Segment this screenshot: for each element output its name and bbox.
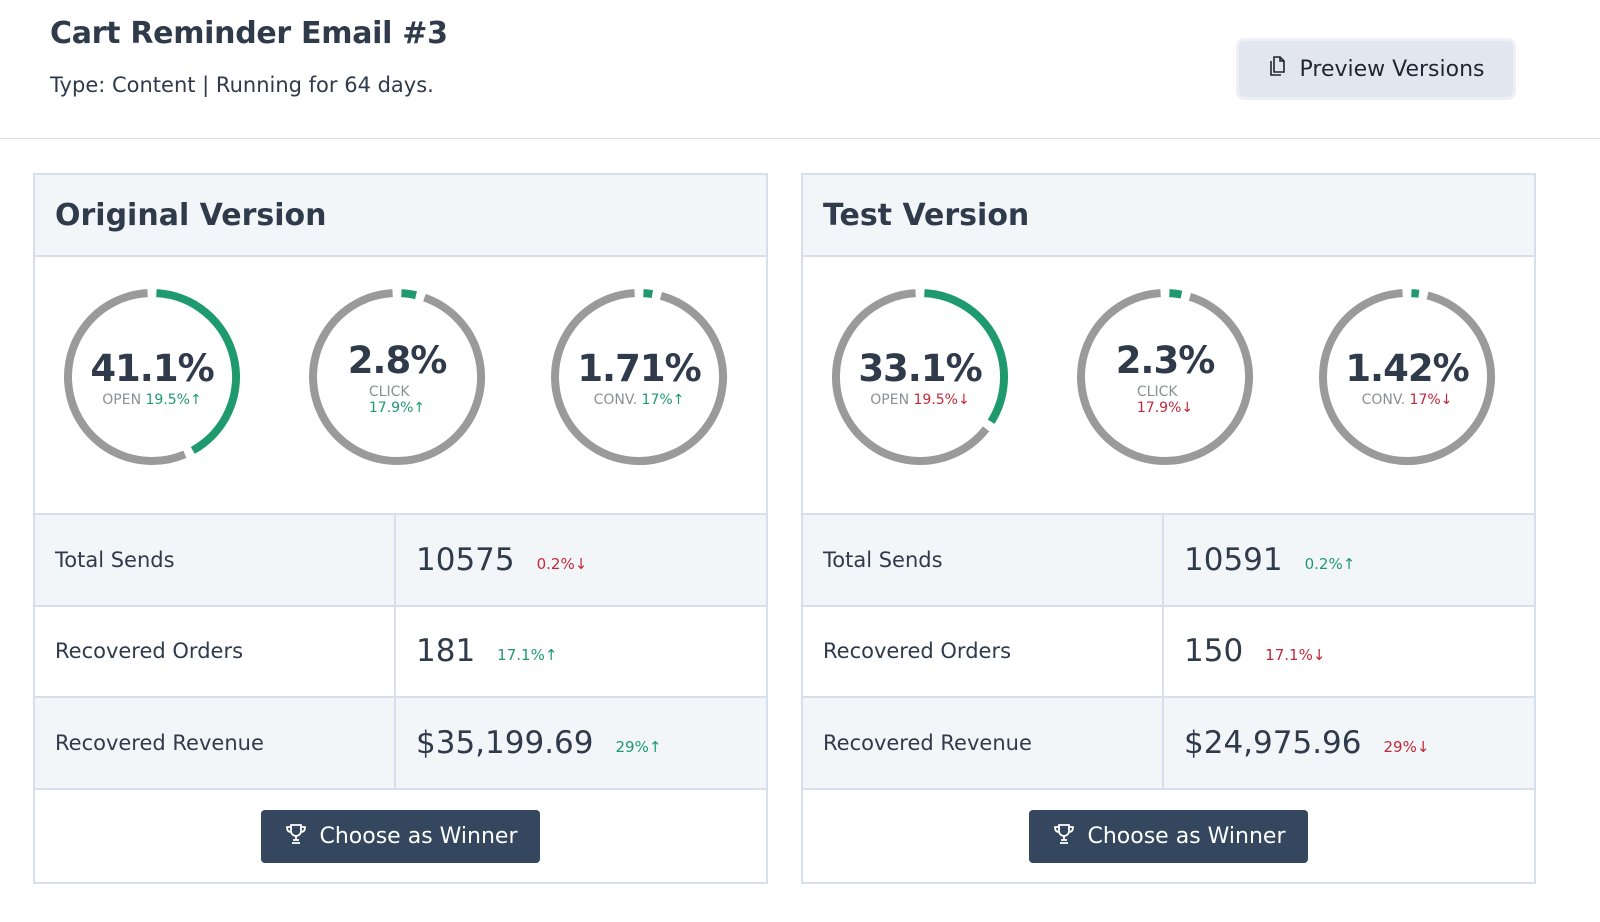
ring-track: [832, 289, 990, 466]
metric-delta: 17.9%↑: [368, 399, 426, 416]
ring-progress: [401, 289, 417, 300]
metric-name: CONV.: [1361, 391, 1406, 408]
stat-label: Total Sends: [803, 515, 1164, 605]
stat-row: Recovered Revenue $35,199.69 29%↑: [35, 698, 766, 790]
metric-name: OPEN: [870, 391, 910, 408]
choose-winner-label: Choose as Winner: [1087, 824, 1286, 849]
metric-ring-open: 41.1% OPEN 19.5%↑: [62, 287, 242, 467]
metric-ring-open: 33.1% OPEN 19.5%↓: [830, 287, 1010, 467]
documents-icon: [1268, 54, 1288, 84]
stat-delta: 17.1%↓: [1265, 646, 1326, 665]
metric-label: OPEN 19.5%↑: [102, 392, 201, 408]
preview-versions-button[interactable]: Preview Versions: [1236, 38, 1516, 100]
card-title: Test Version: [803, 175, 1534, 257]
original-version-card: Original Version 41.1% OPEN 19.5%↑ 2.8% …: [33, 173, 768, 884]
metric-name: CLICK: [368, 383, 410, 400]
stat-row: Recovered Revenue $24,975.96 29%↓: [803, 698, 1534, 790]
metric-ring-click: 2.3% CLICK 17.9%↓: [1075, 287, 1255, 467]
metric-name: CONV.: [593, 391, 638, 408]
metric-name: OPEN: [102, 391, 142, 408]
card-title: Original Version: [35, 175, 766, 257]
header-divider: [0, 138, 1600, 139]
metric-value: 41.1%: [90, 346, 214, 390]
stat-value: $24,975.96: [1184, 724, 1362, 761]
metric-delta: 17%↓: [1409, 391, 1453, 408]
metric-delta: 19.5%↓: [913, 391, 970, 408]
stat-row: Total Sends 10575 0.2%↓: [35, 515, 766, 607]
stat-label: Recovered Revenue: [803, 698, 1164, 788]
stat-delta: 17.1%↑: [497, 646, 558, 665]
stat-label: Recovered Revenue: [35, 698, 396, 788]
metric-value: 33.1%: [858, 346, 982, 390]
ring-track: [63, 289, 187, 465]
ring-progress: [156, 289, 240, 454]
stat-value: 181: [416, 633, 476, 670]
metric-delta: 17%↑: [641, 391, 685, 408]
metric-ring-click: 2.8% CLICK 17.9%↑: [307, 287, 487, 467]
metric-name: CLICK: [1136, 383, 1178, 400]
metric-ring-conv: 1.42% CONV. 17%↓: [1317, 287, 1497, 467]
stat-delta: 29%↑: [615, 737, 662, 756]
metric-delta: 19.5%↑: [145, 391, 202, 408]
metric-label: CONV. 17%↓: [1362, 392, 1453, 408]
metric-label: CLICK 17.9%↑: [369, 384, 425, 416]
stat-value: 150: [1184, 633, 1244, 670]
trophy-icon: [284, 822, 308, 852]
ring-progress: [643, 289, 654, 299]
metric-ring-conv: 1.71% CONV. 17%↑: [549, 287, 729, 467]
choose-winner-button[interactable]: Choose as Winner: [1029, 810, 1308, 863]
metric-delta: 17.9%↓: [1136, 399, 1194, 416]
metric-value: 1.42%: [1345, 346, 1469, 390]
preview-versions-label: Preview Versions: [1299, 56, 1485, 82]
stat-row: Recovered Orders 181 17.1%↑: [35, 606, 766, 698]
ring-track: [309, 289, 485, 465]
stat-label: Recovered Orders: [803, 606, 1164, 696]
metric-rings: 41.1% OPEN 19.5%↑ 2.8% CLICK 17.9%↑ 1.71%…: [35, 257, 766, 515]
stat-label: Total Sends: [35, 515, 396, 605]
stat-row: Recovered Orders 150 17.1%↓: [803, 606, 1534, 698]
ring-track: [1077, 289, 1254, 465]
metric-label: CONV. 17%↑: [594, 392, 685, 408]
ring-progress: [1411, 289, 1420, 298]
metric-label: CLICK 17.9%↓: [1137, 384, 1193, 416]
stat-delta: 29%↓: [1383, 737, 1430, 756]
stat-label: Recovered Orders: [35, 606, 396, 696]
page-title: Cart Reminder Email #3: [50, 16, 448, 51]
page-subtitle: Type: Content | Running for 64 days.: [50, 73, 434, 97]
stat-value: 10575: [416, 541, 515, 578]
metric-label: OPEN 19.5%↓: [870, 392, 969, 408]
metric-value: 2.3%: [1115, 338, 1216, 382]
ring-progress: [924, 289, 1008, 424]
metric-value: 1.71%: [577, 346, 701, 390]
metric-rings: 33.1% OPEN 19.5%↓ 2.3% CLICK 17.9%↓ 1.42%…: [803, 257, 1534, 515]
stat-value: $35,199.69: [416, 724, 594, 761]
ring-track: [1319, 289, 1495, 466]
ring-track: [551, 289, 727, 465]
stat-delta: 0.2%↑: [1304, 554, 1356, 573]
trophy-icon: [1052, 822, 1076, 852]
choose-winner-label: Choose as Winner: [319, 824, 518, 849]
stat-row: Total Sends 10591 0.2%↑: [803, 515, 1534, 607]
metric-value: 2.8%: [347, 338, 448, 382]
stat-delta: 0.2%↓: [536, 554, 588, 573]
stat-value: 10591: [1184, 541, 1283, 578]
ring-progress: [1169, 289, 1183, 299]
choose-winner-button[interactable]: Choose as Winner: [261, 810, 540, 863]
test-version-card: Test Version 33.1% OPEN 19.5%↓ 2.3% CLIC…: [801, 173, 1536, 884]
